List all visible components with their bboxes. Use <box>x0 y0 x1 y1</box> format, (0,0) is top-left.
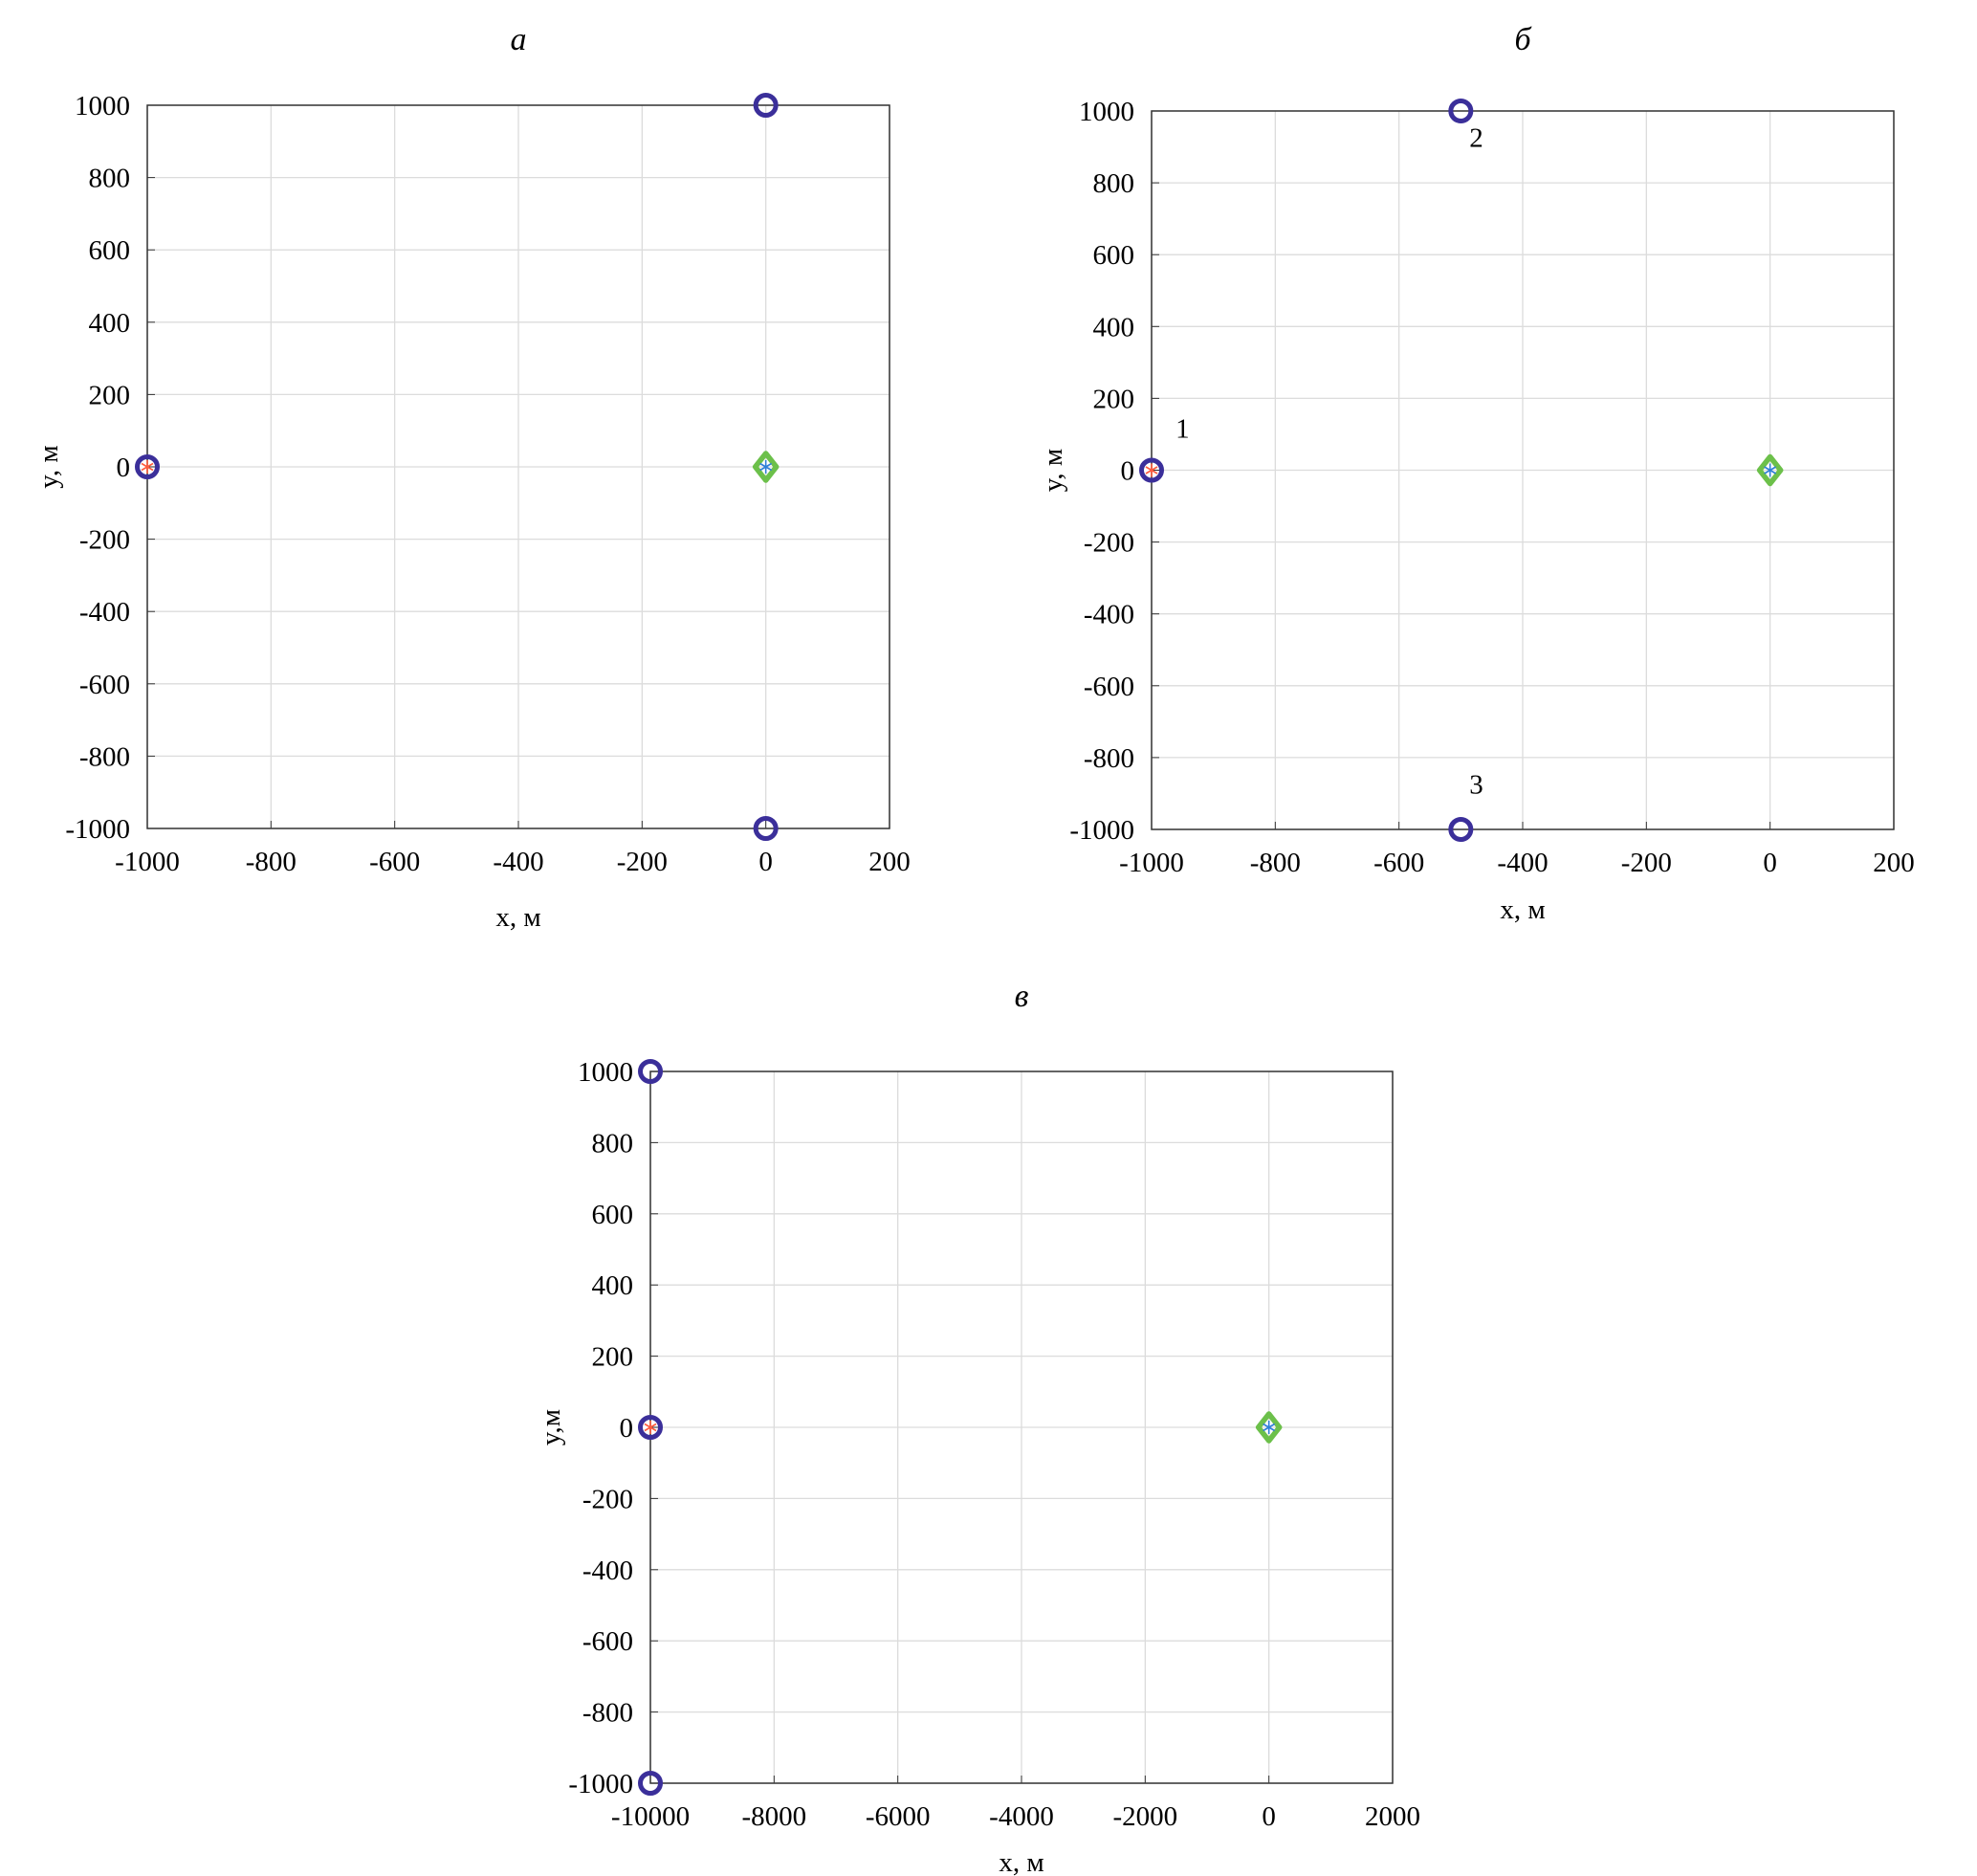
chart-3: -10000 -8000 -6000 -4000 -2000 0 2000-1000-800… <box>536 979 1420 1876</box>
x-tick-label: -600 <box>369 847 420 877</box>
y-tick-label: 0 <box>620 1413 634 1444</box>
x-tick-label: -800 <box>246 847 297 877</box>
x-axis-label: x, м <box>495 902 540 933</box>
y-axis-label: y, м <box>33 445 64 488</box>
x-tick-label: 200 <box>1873 848 1915 878</box>
point-label: 2 <box>1469 123 1483 154</box>
chart-title: в <box>1015 979 1029 1014</box>
chart-title: а <box>511 22 527 57</box>
x-tick-label: 0 <box>1763 848 1777 878</box>
y-tick-label: 1000 <box>1079 97 1134 127</box>
y-tick-label: -200 <box>1084 528 1134 559</box>
y-tick-label: -400 <box>582 1556 633 1586</box>
x-axis-label: x, м <box>999 1847 1043 1876</box>
circle-marker <box>135 454 160 479</box>
y-tick-label: 800 <box>1093 168 1135 199</box>
y-tick-label: 800 <box>592 1128 634 1159</box>
circle-marker <box>638 1415 663 1440</box>
circle-marker <box>638 1771 663 1796</box>
diamond-marker <box>1756 453 1784 487</box>
asterisk-marker <box>1145 463 1158 477</box>
asterisk-marker <box>1263 1421 1276 1434</box>
y-tick-label: 400 <box>592 1270 634 1301</box>
x-tick-label: -400 <box>493 847 543 877</box>
x-tick-label: 0 <box>1262 1801 1276 1832</box>
x-tick-label: -1000 <box>1119 848 1184 878</box>
asterisk-marker <box>141 460 154 474</box>
circle-marker <box>1448 817 1474 842</box>
x-tick-label: -600 <box>1373 848 1424 878</box>
x-tick-label: -4000 <box>989 1801 1054 1832</box>
y-tick-label: 400 <box>89 308 131 339</box>
y-tick-label: 200 <box>592 1342 634 1373</box>
y-tick-label: 1000 <box>75 91 130 121</box>
y-tick-label: -200 <box>582 1484 633 1514</box>
x-tick-label: -2000 <box>1112 1801 1177 1832</box>
y-tick-label: -600 <box>1084 672 1134 702</box>
x-tick-label: -800 <box>1250 848 1301 878</box>
y-tick-label: 400 <box>1093 312 1135 342</box>
asterisk-marker <box>644 1421 657 1434</box>
y-tick-label: -200 <box>79 525 130 556</box>
y-axis-label: y, м <box>1038 449 1068 492</box>
y-tick-label: 600 <box>89 235 131 266</box>
asterisk-marker <box>759 460 773 474</box>
x-tick-label: -10000 <box>611 1801 690 1832</box>
y-tick-label: -1000 <box>65 814 130 845</box>
x-tick-label: -400 <box>1497 848 1548 878</box>
y-tick-label: -800 <box>1084 743 1134 774</box>
y-tick-label: -800 <box>582 1698 633 1729</box>
circle-marker <box>638 1059 663 1084</box>
y-tick-label: -600 <box>79 670 130 700</box>
y-tick-label: -400 <box>1084 600 1134 630</box>
circle-marker <box>1139 457 1164 483</box>
y-tick-label: 600 <box>1093 240 1135 271</box>
asterisk-marker <box>1764 463 1777 477</box>
y-tick-label: -1000 <box>568 1769 633 1799</box>
diamond-marker <box>1255 1411 1283 1444</box>
x-tick-label: 200 <box>868 847 911 877</box>
x-tick-label: -200 <box>617 847 668 877</box>
y-tick-label: 0 <box>117 452 131 483</box>
y-tick-label: 0 <box>1121 456 1135 487</box>
y-tick-label: 200 <box>89 380 131 410</box>
chart-1: -1000 -800 -600 -400 -200 0 200 -1000 -800 -600 -4… <box>33 22 911 933</box>
circle-marker <box>753 93 779 118</box>
chart-title: б <box>1514 22 1532 57</box>
circle-marker <box>753 816 779 841</box>
y-tick-label: 200 <box>1093 384 1135 414</box>
x-axis-label: x, м <box>1500 894 1545 925</box>
x-tick-label: 0 <box>758 847 773 877</box>
x-tick-label: -8000 <box>741 1801 806 1832</box>
diamond-marker <box>752 451 780 483</box>
x-tick-label: 2000 <box>1365 1801 1420 1832</box>
point-label: 1 <box>1175 414 1190 445</box>
y-tick-label: -600 <box>582 1626 633 1657</box>
y-tick-label: -1000 <box>1069 815 1134 846</box>
y-tick-label: 600 <box>592 1200 634 1230</box>
x-tick-label: -1000 <box>115 847 180 877</box>
x-tick-label: -200 <box>1621 848 1672 878</box>
y-tick-label: 1000 <box>578 1057 633 1088</box>
point-label: 3 <box>1469 769 1483 800</box>
y-tick-label: 800 <box>89 164 131 194</box>
x-tick-label: -6000 <box>866 1801 931 1832</box>
circle-marker <box>1448 99 1474 123</box>
y-tick-label: -400 <box>79 597 130 628</box>
y-tick-label: -800 <box>79 741 130 772</box>
chart-2: -1000 -800 -600 -400 -200 0 200 -1000 -800 -600 -4… <box>1038 22 1915 925</box>
y-axis-label: y,м <box>536 1409 566 1446</box>
